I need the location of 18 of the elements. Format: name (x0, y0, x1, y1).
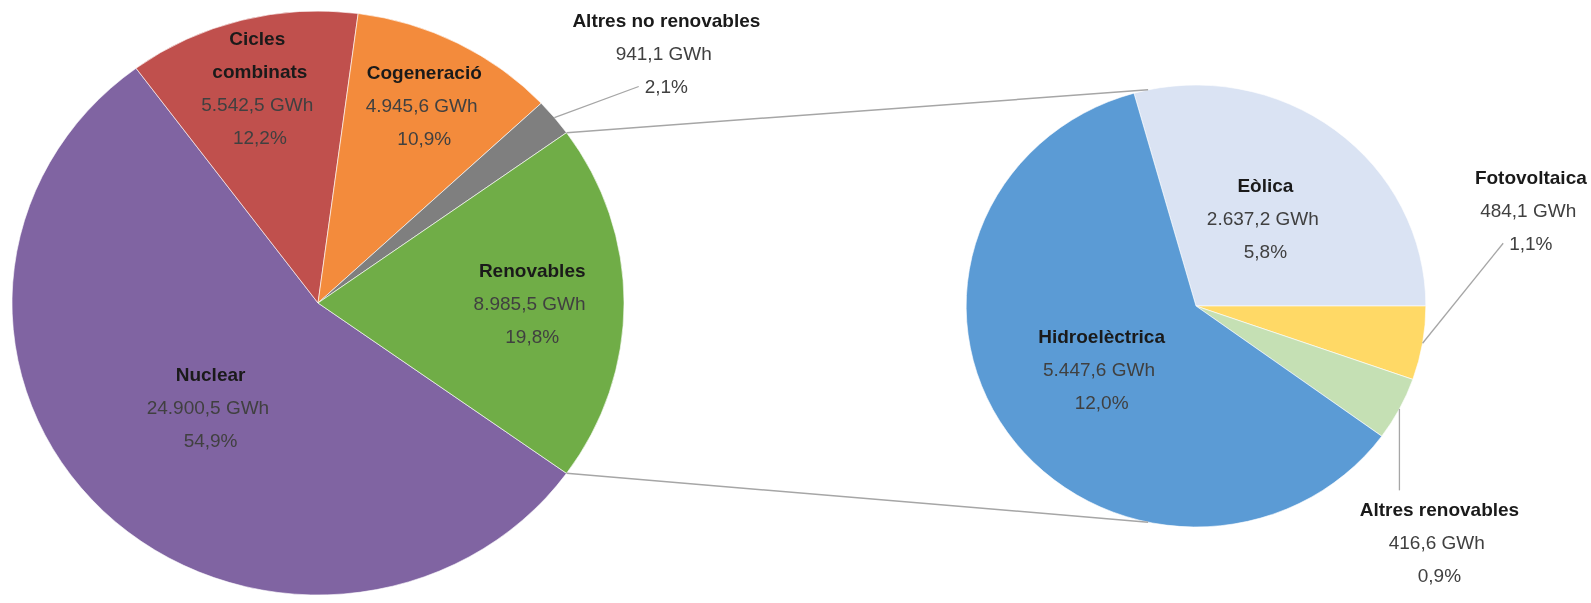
data-label: 5.447,6 GWh 12,0% (1043, 358, 1161, 413)
data-label: 24.900,5 GWh 54,9% (146, 396, 275, 451)
slice-label: Nuclear (175, 363, 247, 385)
slice-label: Hidroelèctrica (1038, 325, 1166, 347)
slice-label: Fotovoltaica (1474, 166, 1588, 188)
data-label: 484,1 GWh 1,1% (1480, 199, 1582, 254)
slice-label: Altres no renovables (572, 10, 761, 32)
slice-label: Renovables (478, 259, 586, 281)
data-label: 2.637,2 GWh 5,8% (1206, 207, 1325, 262)
data-label: 941,1 GWh 2,1% (615, 43, 718, 98)
slice-label: Cicles combinats (212, 28, 308, 83)
slice-label: Eòlica (1237, 174, 1294, 196)
data-label: 5.542,5 GWh 12,2% (201, 94, 319, 149)
slice-label: Cogeneració (366, 62, 482, 84)
slice-label: Altres renovables (1359, 498, 1520, 520)
data-label: 8.985,5 GWh 19,8% (473, 292, 591, 347)
data-label: 4.945,6 GWh 10,9% (365, 95, 483, 150)
data-label: 416,6 GWh 0,9% (1388, 531, 1491, 586)
